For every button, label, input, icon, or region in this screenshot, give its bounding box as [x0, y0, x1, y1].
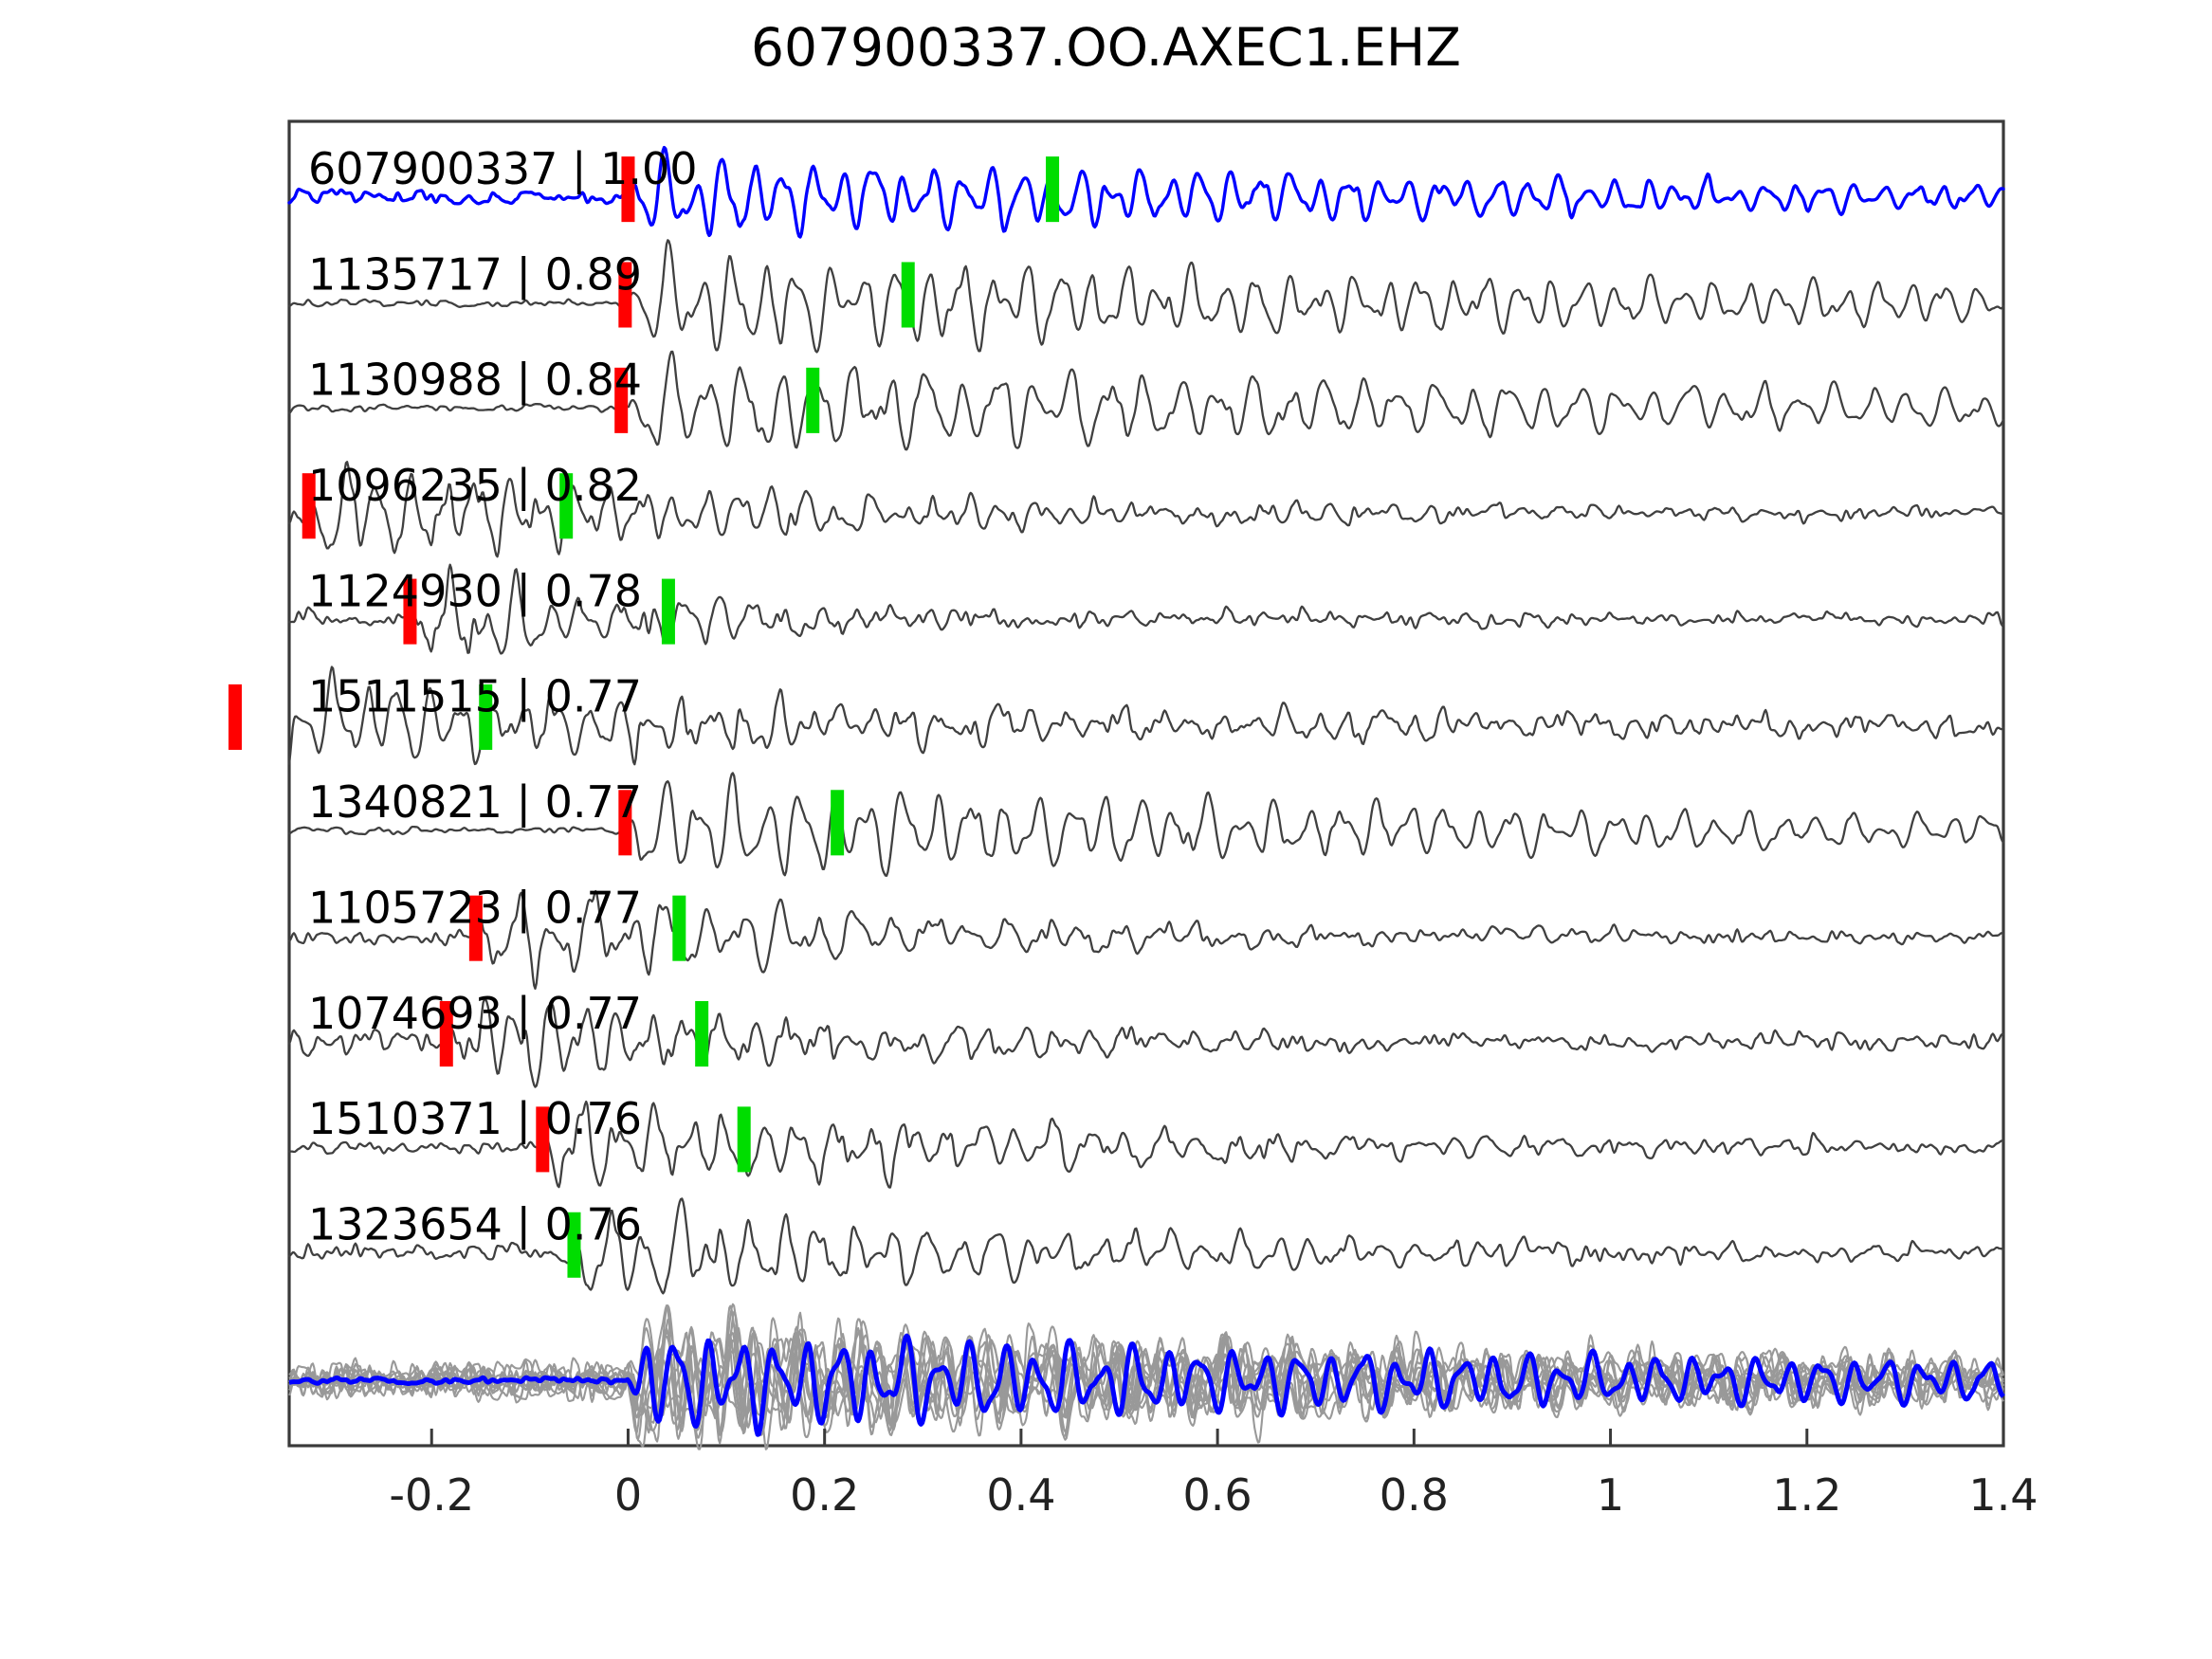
stack-mean-trace [287, 1333, 2005, 1437]
s-pick-marker [806, 367, 820, 433]
x-tick-label: -0.2 [389, 1469, 474, 1521]
waveform-trace [287, 1100, 2005, 1189]
s-pick-marker [672, 895, 686, 961]
x-tick-label: 0.2 [790, 1469, 859, 1521]
waveform-trace [287, 997, 2005, 1088]
stack-member-trace [288, 1304, 2004, 1448]
trace-label: 607900337 | 1.00 [308, 143, 698, 195]
p-pick-marker [618, 790, 632, 856]
s-pick-marker [695, 1001, 709, 1067]
trace-group [287, 145, 2005, 1450]
s-pick-marker [831, 790, 845, 856]
p-pick-marker [614, 367, 629, 433]
pick-markers [229, 156, 1060, 1278]
trace-label: 1340821 | 0.77 [308, 776, 642, 829]
s-pick-marker [559, 473, 574, 539]
trace-label: 1124930 | 0.78 [308, 565, 642, 617]
x-tick-label: 0.4 [986, 1469, 1055, 1521]
trace-label: 1130988 | 0.84 [308, 355, 642, 407]
p-pick-marker [403, 578, 417, 645]
stack-member-trace [288, 1322, 2004, 1450]
s-pick-marker [901, 262, 915, 328]
trace-labels: 607900337 | 1.00 1135717 | 0.89 1130988 | … [308, 143, 698, 1251]
x-tick-label: 1.2 [1772, 1469, 1841, 1521]
plot-border [287, 119, 2005, 1448]
waveform-trace [287, 665, 2005, 766]
p-pick-marker [468, 895, 483, 961]
x-tick-label: 0.6 [1183, 1469, 1252, 1521]
s-pick-marker [1046, 156, 1060, 223]
trace-label: 1511515 | 0.77 [308, 671, 642, 723]
s-pick-marker [567, 1212, 581, 1278]
p-pick-marker [229, 684, 243, 750]
trace-label: 1135717 | 0.89 [308, 248, 642, 301]
x-tick-label: 1 [1597, 1469, 1624, 1521]
waveform-trace [287, 350, 2005, 451]
waveform-trace [287, 772, 2005, 877]
trace-label: 1323654 | 0.76 [308, 1199, 642, 1251]
s-pick-marker [737, 1106, 751, 1173]
x-tick-label: 1.4 [1968, 1469, 2038, 1521]
p-pick-marker [621, 156, 635, 223]
s-pick-marker [661, 578, 675, 645]
waveform-trace [287, 145, 2005, 239]
waveform-trace [287, 889, 2005, 990]
p-pick-marker [302, 473, 316, 539]
s-pick-marker [479, 684, 493, 750]
p-pick-marker [536, 1106, 550, 1173]
trace-label: 1096235 | 0.82 [308, 460, 642, 512]
x-axis-ticks: -0.2 0 0.2 0.4 0.6 0.8 1 1.2 1.4 [389, 1429, 2038, 1521]
figure-title: 607900337.OO.AXEC1.EHZ [751, 17, 1461, 78]
trace-label: 1510371 | 0.76 [308, 1093, 642, 1145]
x-tick-label: 0 [614, 1469, 642, 1521]
p-pick-marker [439, 1001, 453, 1067]
trace-label: 1074693 | 0.77 [308, 988, 642, 1040]
p-pick-marker [618, 262, 632, 328]
axes-frame [287, 119, 2005, 1448]
waveform-trace [287, 563, 2005, 655]
trace-label: 1105723 | 0.77 [308, 882, 642, 934]
x-tick-label: 0.8 [1380, 1469, 1449, 1521]
waveform-trace [287, 239, 2005, 354]
waveform-trace [287, 461, 2005, 558]
